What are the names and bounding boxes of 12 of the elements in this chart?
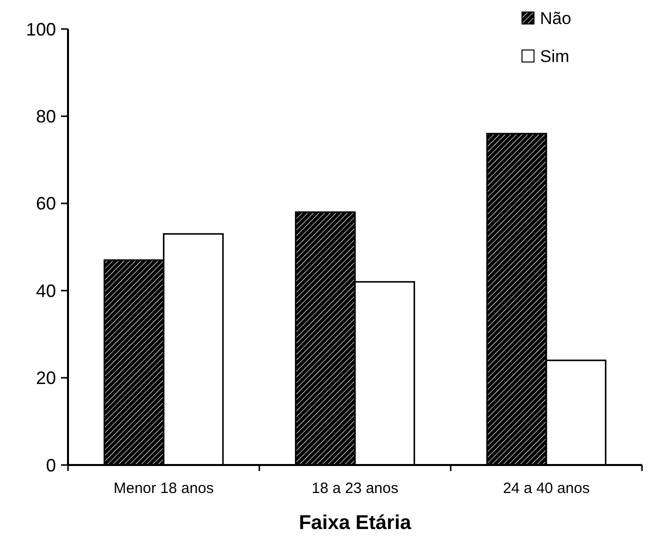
- y-tick-label: 100: [26, 19, 56, 40]
- x-axis-title: Faixa Etária: [298, 512, 412, 534]
- x-tick-label: 24 a 40 anos: [502, 480, 590, 497]
- y-tick-label: 60: [36, 194, 56, 214]
- x-tick-label: Menor 18 anos: [114, 480, 214, 497]
- legend-label: Sim: [540, 46, 570, 66]
- y-tick-label: 40: [36, 280, 56, 301]
- x-tick-label: 18 a 23 anos: [312, 480, 398, 497]
- legend-label: Não: [540, 8, 572, 28]
- y-tick-label: 0: [46, 455, 56, 476]
- y-tick-label: 80: [36, 106, 56, 126]
- y-tick-label: 20: [36, 368, 56, 388]
